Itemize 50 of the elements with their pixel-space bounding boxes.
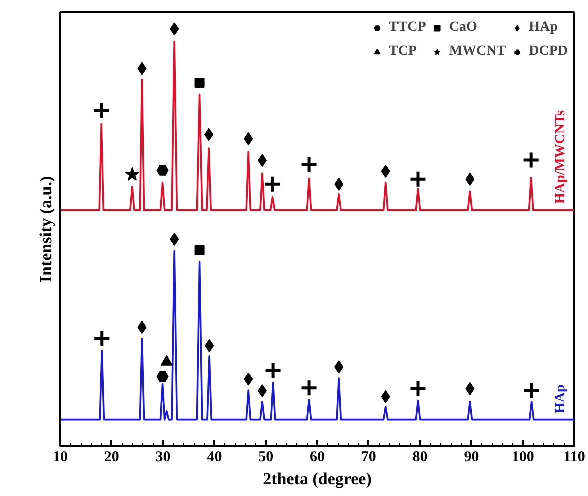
x-tick-label: 40 [207, 450, 222, 466]
point [125, 167, 140, 181]
point [264, 175, 282, 194]
point [264, 362, 282, 380]
legend-label: TCP [388, 44, 417, 60]
point [381, 390, 390, 404]
point [194, 78, 205, 88]
text: HAp/MWCNTs [553, 110, 568, 204]
x-tick-label: 60 [310, 450, 325, 466]
x-tick-label: 110 [564, 450, 586, 466]
legend-label: HAp [529, 20, 558, 36]
x-tick-label: 50 [258, 450, 274, 466]
point [170, 233, 180, 246]
point [93, 330, 112, 348]
point [409, 380, 428, 398]
point [170, 22, 180, 36]
legend-label: TTCP [388, 20, 426, 36]
point [205, 339, 214, 352]
point [156, 165, 169, 176]
point [409, 170, 428, 188]
x-tick-label: 10 [53, 450, 68, 466]
x-tick-label: 100 [512, 450, 534, 466]
point [244, 132, 254, 146]
x-tick-label: 30 [156, 450, 171, 466]
x-tick-label: 20 [104, 450, 120, 466]
point [381, 164, 390, 178]
point [204, 128, 214, 142]
legend-label: DCPD [529, 44, 568, 60]
point [466, 172, 475, 186]
y-axis-title: Intensity (a.u.) [36, 176, 56, 283]
point [300, 156, 318, 174]
point [334, 360, 344, 374]
point [156, 372, 169, 382]
point [300, 379, 318, 398]
legend-label: MWCNT [449, 44, 506, 60]
point [138, 321, 147, 334]
x-tick-label: 70 [361, 450, 376, 466]
x-tick-label: 80 [412, 450, 428, 466]
point [522, 382, 541, 400]
point [466, 382, 475, 396]
point [92, 102, 111, 120]
x-tick-label: 90 [464, 450, 480, 466]
x-axis-title: 2theta (degree) [263, 470, 372, 488]
point [334, 178, 344, 191]
point [138, 62, 147, 76]
point [522, 151, 540, 170]
point [244, 372, 254, 386]
text: HAp [553, 384, 568, 414]
legend-label: CaO [449, 20, 478, 36]
point [194, 245, 205, 256]
